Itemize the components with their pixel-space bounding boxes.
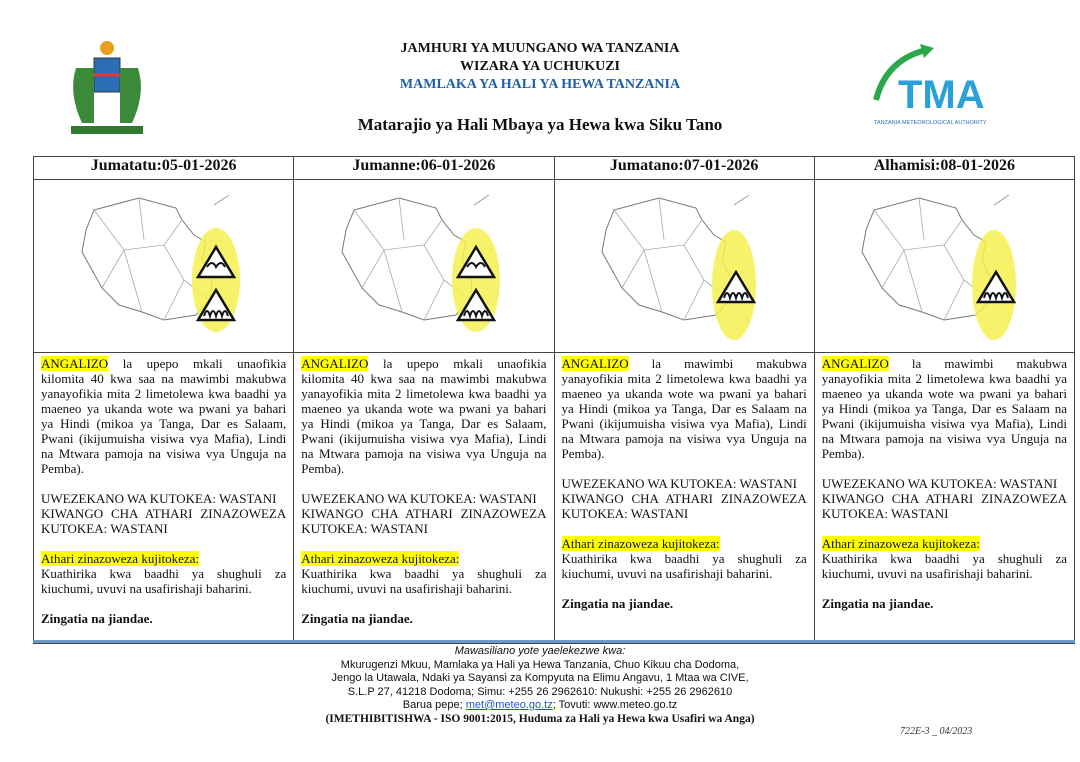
day-header: Jumatatu:05-01-2026 bbox=[32, 156, 295, 180]
footer-divider bbox=[33, 640, 1075, 643]
wave-warning-icon bbox=[715, 269, 757, 304]
closing-note: Zingatia na jiandae. bbox=[41, 611, 153, 626]
day-details: ANGALIZO la mawimbi makubwa yanayofikia … bbox=[813, 352, 1076, 644]
likelihood: UWEZEKANO WA KUTOKEA: WASTANI bbox=[41, 491, 277, 506]
alert-text: ANGALIZO la upepo mkali unaofikia kilomi… bbox=[301, 356, 547, 476]
alert-body: la mawimbi makubwa yanayofikia mita 2 li… bbox=[821, 356, 1067, 461]
map-cell bbox=[32, 179, 295, 353]
alert-text: ANGALIZO la mawimbi makubwa yanayofikia … bbox=[561, 356, 807, 461]
wind-warning-icon bbox=[455, 244, 497, 279]
logo-subtext: TANZANIA METEOROLOGICAL AUTHORITY bbox=[874, 120, 987, 126]
email-label: Barua pepe; bbox=[402, 699, 466, 711]
effects-label: Athari zinazoweza kujitokeza: bbox=[41, 551, 200, 566]
tanzania-map bbox=[601, 194, 757, 340]
website: ; Tovuti: www.meteo.go.tz bbox=[552, 699, 678, 711]
tma-logo: TMA TANZANIA METEOROLOGICAL AUTHORITY bbox=[873, 44, 987, 126]
svg-text:TMA: TMA bbox=[898, 73, 985, 117]
effects-label: Athari zinazoweza kujitokeza: bbox=[561, 536, 720, 551]
effects-label: Athari zinazoweza kujitokeza: bbox=[301, 551, 460, 566]
wave-warning-icon bbox=[195, 287, 236, 322]
wave-warning-icon bbox=[976, 269, 1017, 304]
header-line3: MAMLAKA YA HALI YA HEWA TANZANIA bbox=[399, 77, 681, 92]
coat-of-arms-emblem bbox=[71, 41, 143, 134]
alert-label: ANGALIZO bbox=[301, 356, 369, 371]
closing-note: Zingatia na jiandae. bbox=[821, 596, 934, 611]
forecast-table: Jumatatu:05-01-2026 Jumanne:06-01-2026 Jum… bbox=[32, 156, 1076, 644]
effects-label: Athari zinazoweza kujitokeza: bbox=[821, 536, 980, 551]
footer: Mawasiliano yote yaelekezwe kwa: Mkuruge… bbox=[0, 645, 1080, 726]
page-title: Matarajio ya Hali Mbaya ya Hewa kwa Siku… bbox=[357, 115, 723, 134]
impact-level: KIWANGO CHA ATHARI ZINAZOWEZA KUTOKEA: W… bbox=[561, 491, 807, 521]
tanzania-map bbox=[81, 194, 240, 332]
day-details: ANGALIZO la upepo mkali unaofikia kilomi… bbox=[32, 352, 295, 644]
day-header: Alhamisi:08-01-2026 bbox=[813, 156, 1076, 180]
document-code: 722E-3 _ 04/2023 bbox=[900, 726, 973, 737]
alert-body: la upepo mkali unaofikia kilomita 40 kwa… bbox=[301, 356, 547, 476]
impact-level: KIWANGO CHA ATHARI ZINAZOWEZA KUTOKEA: W… bbox=[301, 506, 547, 536]
alert-text: ANGALIZO la mawimbi makubwa yanayofikia … bbox=[821, 356, 1067, 461]
map-cell bbox=[293, 179, 555, 353]
alert-body: la mawimbi makubwa yanayofikia mita 2 li… bbox=[561, 356, 807, 461]
likelihood: UWEZEKANO WA KUTOKEA: WASTANI bbox=[821, 476, 1058, 491]
effects-text: Kuathirika kwa baadhi ya shughuli za kiu… bbox=[41, 566, 287, 596]
alert-label: ANGALIZO bbox=[561, 356, 629, 371]
alert-text: ANGALIZO la upepo mkali unaofikia kilomi… bbox=[41, 356, 286, 476]
header-line2: WIZARA YA UCHUKUZI bbox=[460, 59, 620, 74]
iso-certification: (IMETHIBITISHWA - ISO 9001:2015, Huduma … bbox=[325, 712, 755, 725]
tanzania-map bbox=[861, 194, 1017, 340]
email-link[interactable]: met@meteo.go.tz bbox=[465, 699, 553, 711]
header-line1: JAMHURI YA MUUNGANO WA TANZANIA bbox=[400, 41, 680, 56]
effects-text: Kuathirika kwa baadhi ya shughuli za kiu… bbox=[821, 551, 1067, 581]
footer-line3: S.L.P 27, 41218 Dodoma; Simu: +255 26 29… bbox=[347, 685, 733, 698]
impact-level: KIWANGO CHA ATHARI ZINAZOWEZA KUTOKEA: W… bbox=[41, 506, 287, 536]
impact-level: KIWANGO CHA ATHARI ZINAZOWEZA KUTOKEA: W… bbox=[821, 491, 1067, 521]
map-cell bbox=[553, 179, 815, 353]
day-details: ANGALIZO la upepo mkali unaofikia kilomi… bbox=[293, 352, 555, 644]
wave-warning-icon bbox=[455, 287, 497, 322]
alert-body: la upepo mkali unaofikia kilomita 40 kwa… bbox=[41, 356, 287, 476]
effects-text: Kuathirika kwa baadhi ya shughuli za kiu… bbox=[561, 551, 807, 581]
footer-line2: Jengo la Utawala, Ndaki ya Sayansi za Ko… bbox=[331, 672, 749, 684]
closing-note: Zingatia na jiandae. bbox=[301, 611, 413, 626]
alert-label: ANGALIZO bbox=[41, 356, 109, 371]
day-header: Jumatano:07-01-2026 bbox=[553, 156, 815, 180]
closing-note: Zingatia na jiandae. bbox=[561, 596, 674, 611]
likelihood: UWEZEKANO WA KUTOKEA: WASTANI bbox=[301, 491, 537, 506]
alert-label: ANGALIZO bbox=[821, 356, 889, 371]
day-header: Jumanne:06-01-2026 bbox=[293, 156, 555, 180]
day-details: ANGALIZO la mawimbi makubwa yanayofikia … bbox=[553, 352, 815, 644]
footer-line1: Mkurugenzi Mkuu, Mamlaka ya Hali ya Hewa… bbox=[340, 658, 740, 671]
map-cell bbox=[813, 179, 1076, 353]
footer-intro: Mawasiliano yote yaelekezwe kwa: bbox=[454, 645, 626, 657]
wind-warning-icon bbox=[195, 244, 236, 279]
likelihood: UWEZEKANO WA KUTOKEA: WASTANI bbox=[561, 476, 797, 491]
effects-text: Kuathirika kwa baadhi ya shughuli za kiu… bbox=[301, 566, 547, 596]
tanzania-map bbox=[341, 194, 500, 332]
